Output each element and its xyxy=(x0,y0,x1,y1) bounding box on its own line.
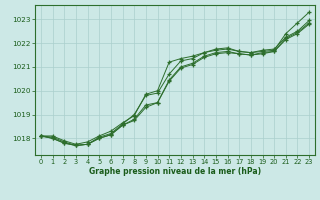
X-axis label: Graphe pression niveau de la mer (hPa): Graphe pression niveau de la mer (hPa) xyxy=(89,167,261,176)
